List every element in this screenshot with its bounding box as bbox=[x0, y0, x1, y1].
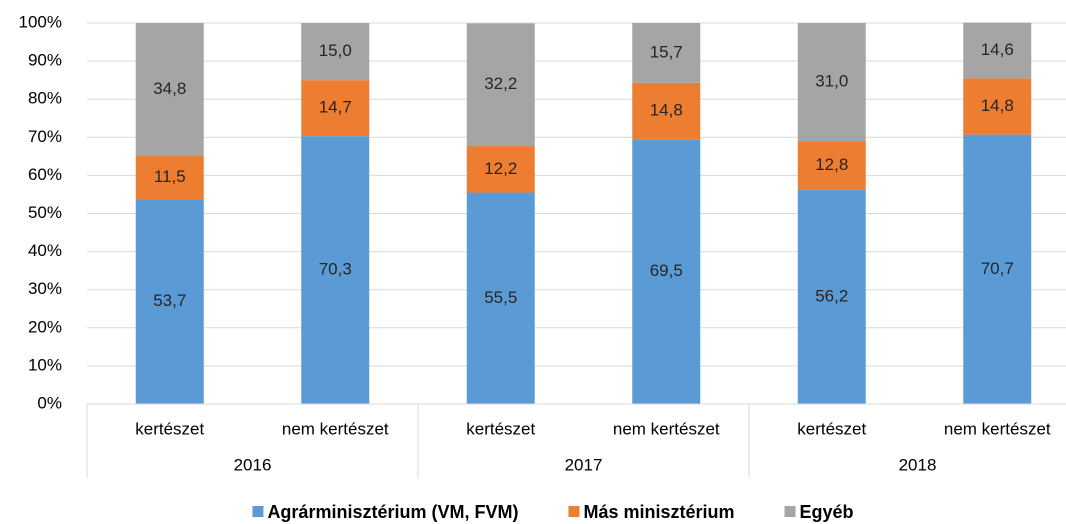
data-label: 53,7 bbox=[153, 291, 186, 310]
x-tick-label: kertészet bbox=[797, 419, 866, 438]
data-label: 34,8 bbox=[153, 79, 186, 98]
data-label: 15,0 bbox=[319, 41, 352, 60]
y-tick-label: 90% bbox=[28, 51, 62, 70]
data-label: 32,2 bbox=[484, 74, 517, 93]
legend-label: Agrárminisztérium (VM, FVM) bbox=[267, 502, 518, 522]
legend-label: Más minisztérium bbox=[583, 502, 734, 522]
legend-label: Egyéb bbox=[800, 502, 854, 522]
bar-segment bbox=[963, 134, 1032, 404]
bar-segment bbox=[135, 199, 204, 404]
x-tick-label: kertészet bbox=[135, 419, 204, 438]
x-tick-label: nem kertészet bbox=[613, 419, 720, 438]
bar-segment bbox=[632, 23, 701, 83]
bar-segment bbox=[135, 23, 204, 156]
data-label: 14,7 bbox=[319, 98, 352, 117]
y-tick-label: 50% bbox=[28, 203, 62, 222]
bar-segment bbox=[797, 189, 866, 404]
y-tick-label: 0% bbox=[37, 393, 62, 412]
bar-segment bbox=[797, 141, 866, 190]
data-label: 12,8 bbox=[815, 155, 848, 174]
group-label: 2016 bbox=[234, 455, 272, 474]
bar-segment bbox=[632, 139, 701, 404]
y-tick-label: 60% bbox=[28, 165, 62, 184]
group-label: 2017 bbox=[565, 455, 603, 474]
data-label: 56,2 bbox=[815, 286, 848, 305]
data-label: 55,5 bbox=[484, 288, 517, 307]
bar-segment bbox=[466, 23, 535, 147]
x-tick-label: nem kertészet bbox=[944, 419, 1051, 438]
y-tick-label: 100% bbox=[19, 12, 62, 31]
group-label: 2018 bbox=[899, 455, 937, 474]
bar-segment bbox=[135, 155, 204, 200]
data-label: 15,7 bbox=[650, 42, 683, 61]
bar-segment bbox=[466, 146, 535, 193]
y-tick-label: 70% bbox=[28, 127, 62, 146]
y-tick-label: 10% bbox=[28, 355, 62, 374]
data-label: 11,5 bbox=[154, 167, 186, 186]
data-label: 12,2 bbox=[484, 159, 517, 178]
y-tick-label: 30% bbox=[28, 279, 62, 298]
data-label: 31,0 bbox=[815, 72, 848, 91]
data-label: 14,8 bbox=[981, 96, 1014, 115]
data-label: 70,3 bbox=[319, 260, 352, 279]
legend-swatch bbox=[568, 506, 580, 517]
bar-segment bbox=[797, 23, 866, 142]
bar-segment bbox=[632, 82, 701, 140]
data-label: 14,8 bbox=[650, 100, 683, 119]
data-label: 69,5 bbox=[650, 261, 683, 280]
x-tick-label: nem kertészet bbox=[282, 419, 389, 438]
bar-segment bbox=[963, 78, 1032, 135]
y-tick-label: 20% bbox=[28, 317, 62, 336]
bar-segment bbox=[466, 192, 535, 404]
legend-swatch bbox=[252, 506, 264, 517]
bar-segment bbox=[963, 22, 1032, 79]
bar-segment bbox=[301, 136, 370, 405]
bar-segment bbox=[301, 80, 370, 137]
legend-swatch bbox=[784, 506, 796, 517]
data-label: 70,7 bbox=[981, 259, 1014, 278]
x-tick-label: kertészet bbox=[466, 419, 535, 438]
y-tick-label: 40% bbox=[28, 241, 62, 260]
data-label: 14,6 bbox=[981, 40, 1014, 59]
y-tick-label: 80% bbox=[28, 89, 62, 108]
bar-segment bbox=[301, 23, 370, 81]
